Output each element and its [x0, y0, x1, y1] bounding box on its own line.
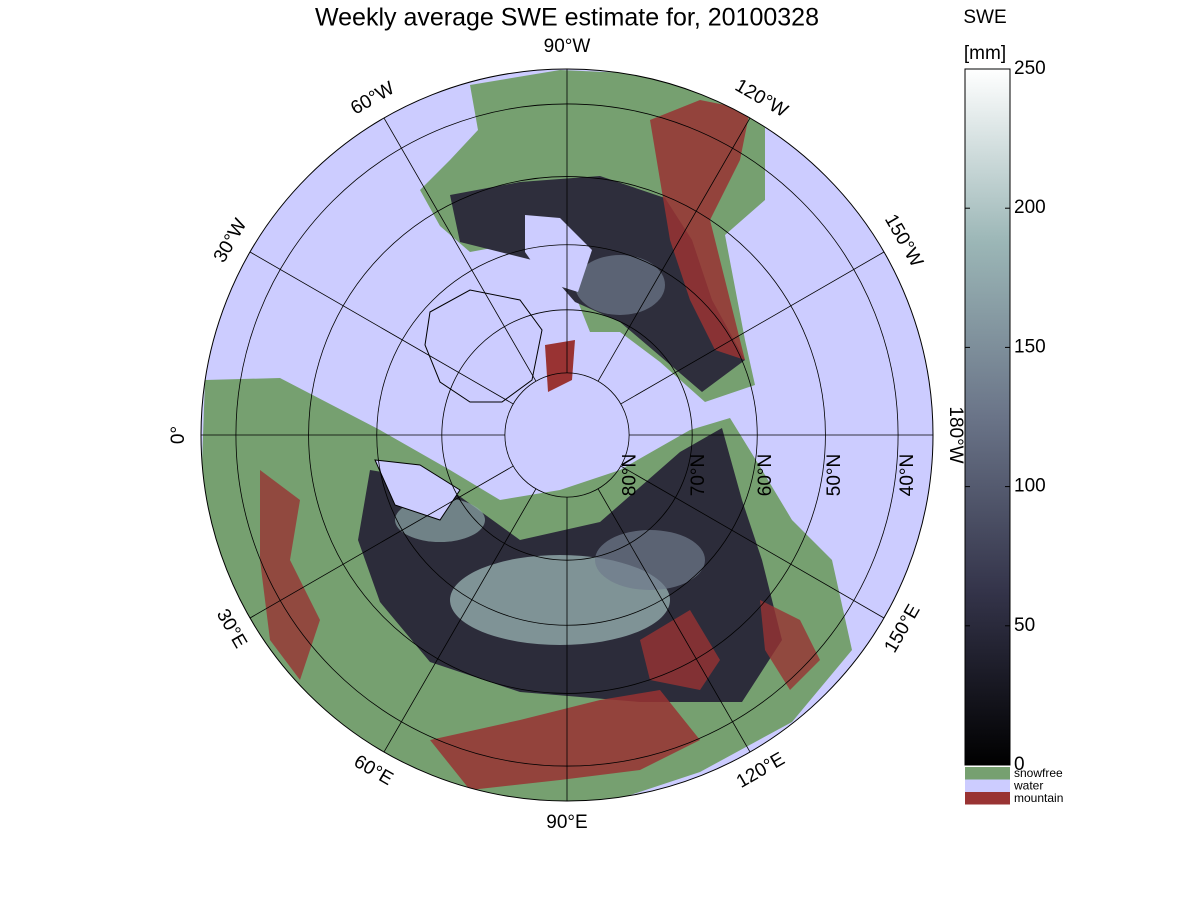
parallel-label: 70°N [688, 454, 709, 496]
meridian [383, 117, 537, 382]
legend-label: snowfree [1014, 766, 1063, 780]
east-asia-mountains [760, 600, 820, 690]
meridian [249, 465, 514, 619]
colorbar-tick-label: 250 [1014, 58, 1046, 79]
legend-swatch [965, 792, 1010, 805]
meridian-label: 90°E [546, 812, 587, 833]
eurasia-snow-light [595, 530, 705, 590]
meridian [249, 251, 514, 405]
meridian [597, 488, 751, 753]
central-asia-mountains [430, 690, 700, 790]
meridian-label: 0° [168, 426, 189, 444]
europe-mountains [260, 470, 320, 680]
kara-sea [374, 459, 461, 521]
meridian-label: 30°W [210, 215, 252, 266]
meridian [620, 465, 885, 619]
colorbar-tick-label: 100 [1014, 476, 1046, 497]
colorbar-label: SWE [963, 7, 1006, 28]
legend-swatch [965, 779, 1010, 792]
map-frame [200, 68, 934, 802]
legend-swatch [965, 767, 1010, 780]
colorbar-tick-label: 50 [1014, 615, 1035, 636]
graticule [201, 69, 933, 801]
meridian-label: 30°E [212, 606, 251, 652]
meridian-label: 180°W [945, 406, 966, 463]
colorbar [964, 68, 1011, 766]
legend-label: water [1013, 779, 1043, 793]
colorbar-tick-label: 200 [1014, 197, 1046, 218]
colorbar-tick-label: 0 [1014, 754, 1025, 775]
parallel-label: 50°N [824, 454, 845, 496]
ellesmere [545, 340, 575, 392]
colorbar-unit: [mm] [964, 43, 1006, 64]
hudson-bay [525, 215, 592, 292]
meridian-label: 60°E [350, 751, 396, 790]
meridian-label: 60°W [347, 78, 398, 120]
greenland [424, 289, 543, 403]
meridian-label: 90°W [544, 36, 591, 57]
siberia-mountains [640, 610, 720, 690]
title: Weekly average SWE estimate for, 2010032… [315, 4, 819, 32]
na-snow-light [575, 255, 665, 315]
parallel-label: 80°N [619, 454, 640, 496]
rockies [650, 100, 750, 360]
parallel-label: 60°N [755, 454, 776, 496]
meridian [620, 251, 885, 405]
map [201, 69, 933, 801]
meridian [383, 488, 537, 753]
colorbar-tick-label: 150 [1014, 336, 1046, 357]
parallel-label: 40°N [897, 454, 918, 496]
meridian [597, 117, 751, 382]
legend-label: mountain [1014, 791, 1063, 805]
